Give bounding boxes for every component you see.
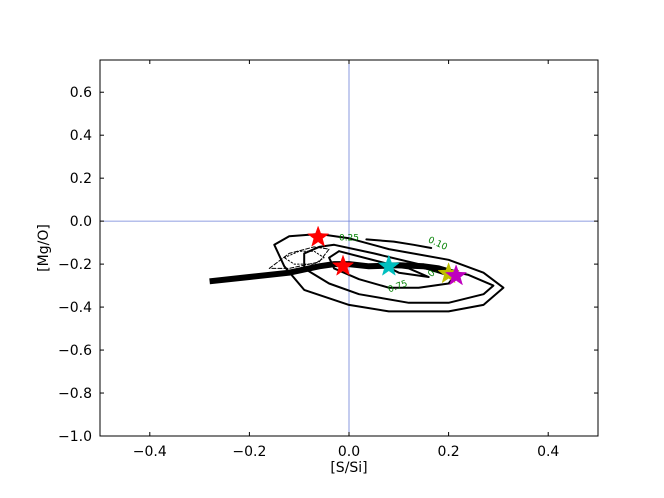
star-marker-0 (307, 225, 330, 247)
y-axis-label: [Mg/O] (36, 224, 52, 272)
y-tick-label-3: −0.4 (58, 300, 92, 316)
y-tick-label-1: −0.8 (58, 386, 92, 402)
contour-line-4 (365, 238, 433, 249)
y-tick-label-7: 0.4 (70, 128, 92, 144)
ticks: −0.4 −0.2 0.0 0.2 0.4 −1.0 −0.8 −0.6 −0.4 −0.2 0.0… (58, 60, 598, 460)
x-tick-label-3: 0.2 (437, 444, 459, 460)
x-tick-label-0: −0.4 (133, 444, 167, 460)
x-tick-label-1: −0.2 (232, 444, 266, 460)
y-tick-label-8: 0.6 (70, 85, 92, 101)
y-tick-label-5: 0.0 (70, 214, 92, 230)
y-tick-label-4: −0.2 (58, 257, 92, 273)
star-marker-4 (444, 264, 468, 286)
x-tick-label-4: 0.4 (537, 444, 559, 460)
contour-line-0 (273, 233, 505, 313)
x-tick-label-2: 0.0 (338, 444, 360, 460)
star-marker-2 (377, 254, 400, 276)
y-tick-label-0: −1.0 (58, 429, 92, 445)
contour-line-6 (268, 246, 330, 269)
contour-label-1: 0.25 (339, 233, 359, 243)
plot-area: 0.100.250.750. (100, 60, 598, 436)
y-tick-label-2: −0.6 (58, 343, 92, 359)
y-tick-label-6: 0.2 (70, 171, 92, 187)
contour-line-5 (283, 250, 325, 265)
star-marker-1 (331, 254, 355, 276)
x-axis-label: [S/Si] (330, 460, 367, 476)
